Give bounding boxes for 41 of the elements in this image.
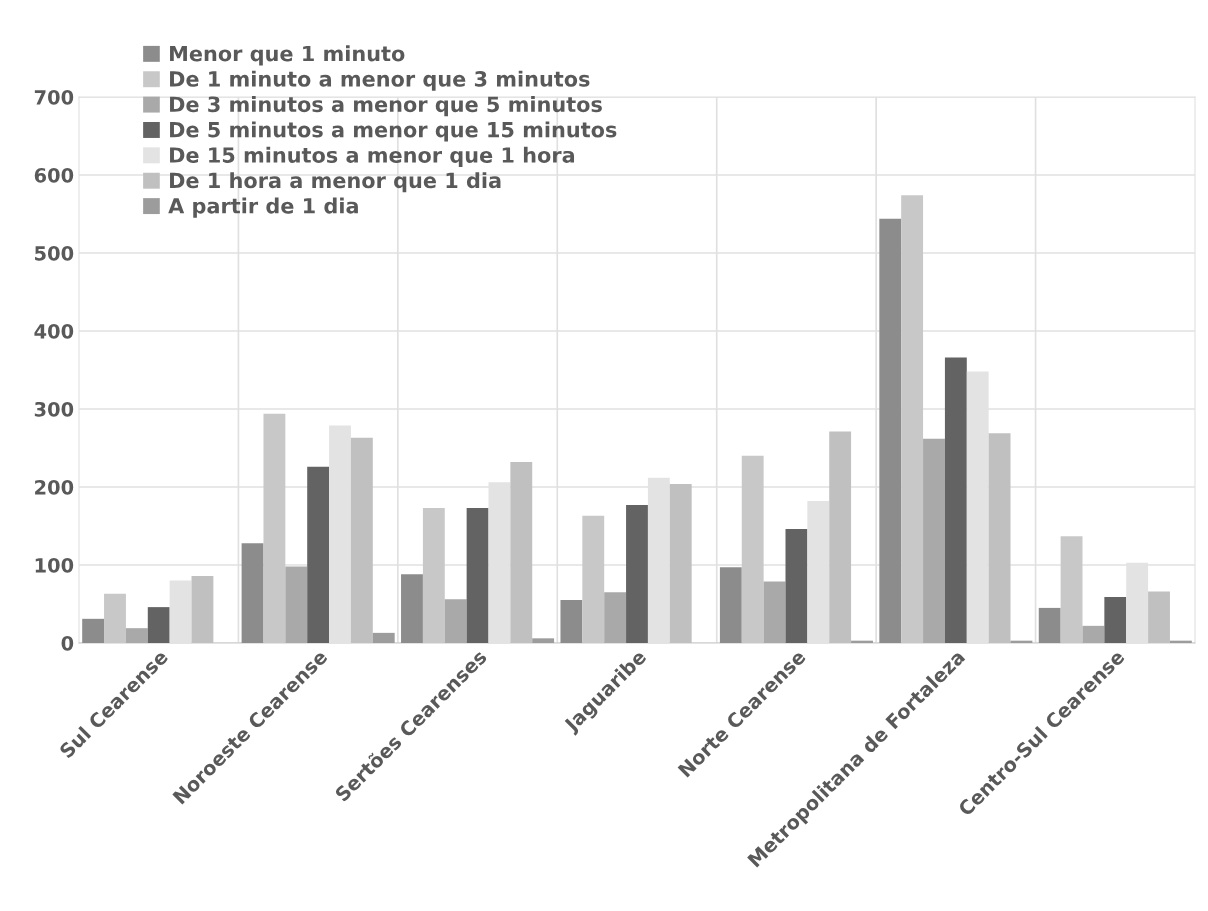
bar <box>401 574 423 643</box>
legend-label: De 1 hora a menor que 1 dia <box>170 172 501 193</box>
bar <box>604 592 627 643</box>
y-tick-label: 200 <box>35 479 74 495</box>
bar <box>125 628 148 643</box>
y-tick-label: 500 <box>35 245 74 261</box>
bar <box>879 218 902 643</box>
y-tick-label: 700 <box>34 89 74 105</box>
legend-label: A partir de 1 dia <box>168 197 358 218</box>
bar <box>944 357 967 643</box>
bar <box>763 581 786 643</box>
legend-label: Menor que 1 minuto <box>170 45 405 66</box>
bar <box>807 501 830 643</box>
y-tick-label: 0 <box>61 635 74 651</box>
bar <box>372 632 395 643</box>
y-tick-label: 100 <box>35 557 74 573</box>
legend-label: De 3 minutos a menor que 5 minutos <box>170 96 602 117</box>
bar <box>560 600 583 643</box>
bar <box>329 425 351 643</box>
bar <box>1038 607 1061 643</box>
bar <box>626 504 648 643</box>
legend-label: De 5 minutos a menor que 15 minutos <box>170 121 617 142</box>
bar <box>241 543 264 643</box>
bar <box>532 638 555 643</box>
y-tick-label: 400 <box>34 323 74 339</box>
bar <box>147 607 170 643</box>
bar <box>82 618 105 643</box>
bar <box>285 566 308 643</box>
bar <box>444 599 467 643</box>
bar <box>169 580 192 643</box>
y-tick-label: 300 <box>34 401 74 417</box>
bar <box>1082 625 1105 643</box>
bar <box>923 438 945 643</box>
bar <box>1104 596 1127 643</box>
bar <box>466 508 489 643</box>
legend-label: De 1 minuto a menor que 3 minutos <box>170 70 590 91</box>
bar <box>307 466 330 643</box>
bar <box>785 529 808 643</box>
bar <box>719 567 742 643</box>
y-tick-label: 600 <box>34 167 74 183</box>
legend-label: De 15 minutos a menor que 1 hora <box>170 146 575 167</box>
